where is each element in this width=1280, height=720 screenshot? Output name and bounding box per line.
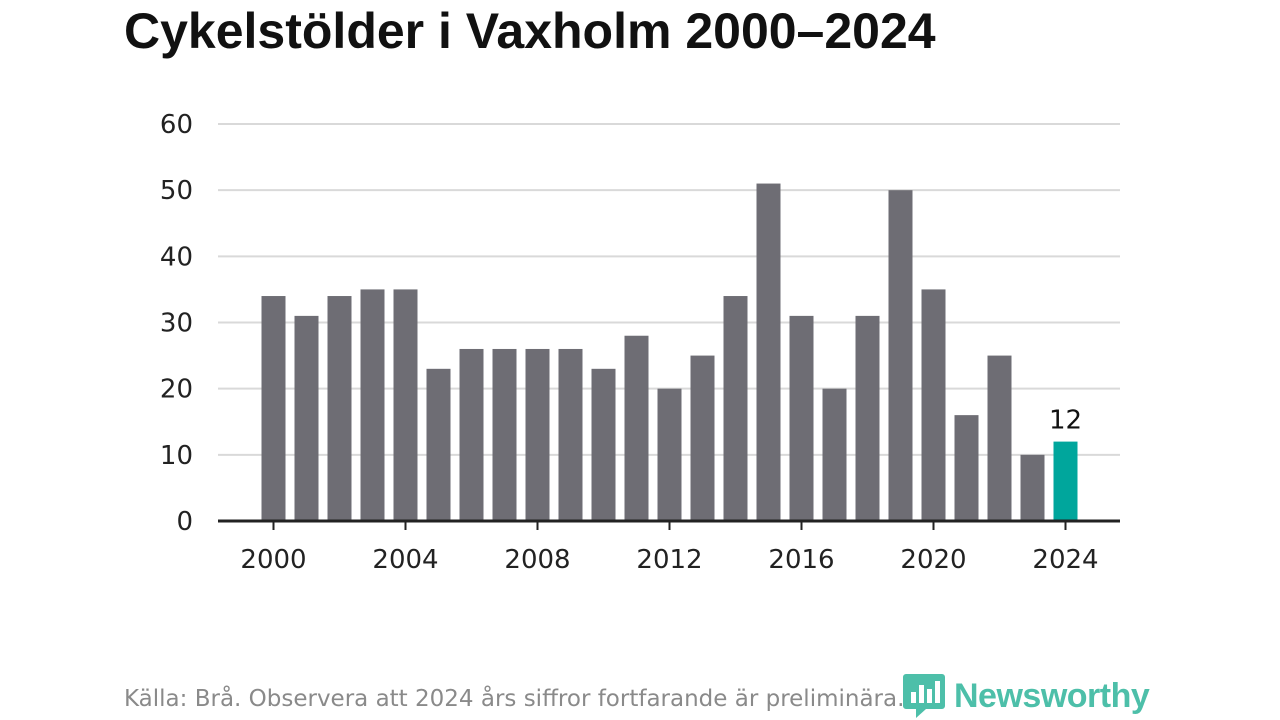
bar (855, 315, 880, 521)
bar (921, 289, 946, 521)
bar (459, 348, 484, 521)
bar (624, 335, 649, 521)
bar (360, 289, 385, 521)
y-tick-label: 0 (176, 507, 193, 537)
bar (591, 368, 616, 521)
y-tick-label: 30 (160, 309, 193, 339)
bar (789, 315, 814, 521)
chart-title: Cykelstölder i Vaxholm 2000–2024 (124, 3, 936, 59)
bar (327, 296, 352, 521)
x-tick-label: 2000 (240, 545, 306, 575)
y-tick-label: 10 (160, 441, 193, 471)
bar (393, 289, 418, 521)
bar (1020, 454, 1045, 521)
x-tick-label: 2016 (768, 545, 834, 575)
data-labels: 12 (1049, 406, 1082, 436)
bar (261, 296, 286, 521)
source-note: Källa: Brå. Observera att 2024 års siffr… (124, 686, 905, 712)
bar (822, 388, 847, 521)
x-tick-label: 2020 (900, 545, 966, 575)
bar (1053, 441, 1078, 521)
x-tick-label: 2024 (1032, 545, 1098, 575)
bar (558, 348, 583, 521)
bar (294, 315, 319, 521)
bars (261, 183, 1078, 522)
brand-logo: Newsworthy (902, 672, 1150, 720)
brand-name: Newsworthy (954, 676, 1150, 715)
x-tick-label: 2004 (372, 545, 438, 575)
y-tick-label: 40 (160, 242, 193, 272)
bar (987, 355, 1012, 521)
bar (723, 296, 748, 521)
bar (690, 355, 715, 521)
bar (657, 388, 682, 521)
bar (756, 183, 781, 522)
bar (888, 190, 913, 521)
bar (426, 368, 451, 521)
newsworthy-logo-icon (903, 674, 945, 718)
x-tick-label: 2008 (504, 545, 570, 575)
y-tick-label: 50 (160, 176, 193, 206)
x-tick-label: 2012 (636, 545, 702, 575)
y-tick-label: 20 (160, 375, 193, 405)
data-label: 12 (1049, 406, 1082, 436)
bar (525, 348, 550, 521)
bar (954, 415, 979, 521)
bar (492, 348, 517, 521)
y-tick-label: 60 (160, 110, 193, 140)
x-axis: 2000 2004 2008 2012 2016 2020 2024 (218, 519, 1120, 575)
y-axis-labels: 0 10 20 30 40 50 60 (160, 110, 193, 537)
